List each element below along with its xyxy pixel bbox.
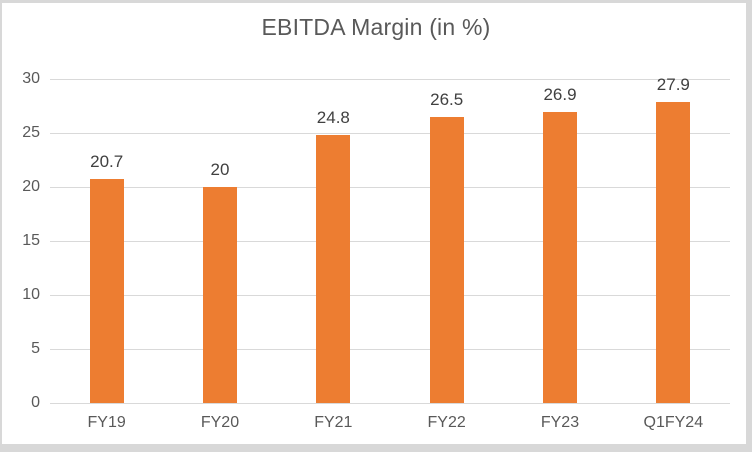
gridline xyxy=(50,349,730,350)
data-label: 20 xyxy=(210,160,230,179)
data-label: 24.8 xyxy=(316,108,350,128)
gridline xyxy=(50,187,730,188)
y-tick-label: 15 xyxy=(22,232,40,249)
plot-area: 20.7 20 24.8 26.5 26.9 27.9 xyxy=(50,75,730,404)
y-tick-label: 10 xyxy=(22,286,40,303)
bar-Q1FY24 xyxy=(656,101,691,403)
x-axis: FY19 FY20 FY21 FY22 FY23 Q1FY24 xyxy=(50,412,730,434)
chart-background xyxy=(2,3,746,444)
gridline xyxy=(50,241,730,242)
bar-FY23 xyxy=(543,112,577,403)
data-label: 26.9 xyxy=(543,85,577,105)
x-tick-label: Q1FY24 xyxy=(643,414,704,431)
y-tick-label: 20 xyxy=(22,178,40,195)
x-tick-label: FY22 xyxy=(427,414,466,431)
gridline xyxy=(50,79,730,80)
x-tick-label: FY19 xyxy=(87,414,126,431)
gridline xyxy=(50,295,730,296)
y-tick-label: 0 xyxy=(31,394,40,411)
bar-FY22 xyxy=(429,116,464,403)
gridline xyxy=(50,403,730,404)
bar-FY21 xyxy=(316,135,351,403)
gridline xyxy=(50,133,730,134)
data-label: 27.9 xyxy=(656,74,690,94)
data-label: 26.5 xyxy=(430,89,464,109)
data-label: 20.7 xyxy=(90,152,124,172)
y-tick-label: 30 xyxy=(22,70,40,87)
x-tick-label: FY21 xyxy=(314,414,353,431)
bar-FY20 xyxy=(203,187,237,403)
chart-title: EBITDA Margin (in %) xyxy=(261,14,491,40)
x-tick-label: FY20 xyxy=(200,414,240,431)
y-tick-label: 25 xyxy=(22,124,40,141)
bar-FY19 xyxy=(89,179,124,403)
y-tick-label: 5 xyxy=(31,340,40,357)
x-tick-label: FY23 xyxy=(540,414,580,431)
